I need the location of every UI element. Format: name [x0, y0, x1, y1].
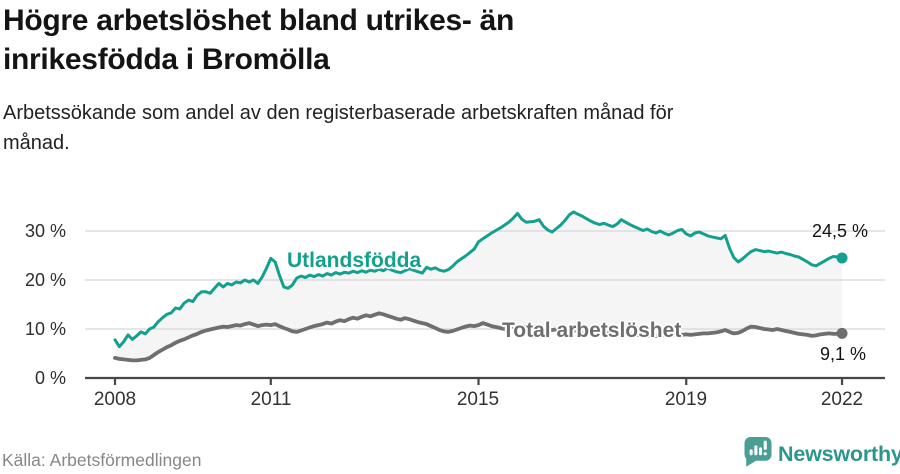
page-subtitle-line-1: Arbetssökande som andel av den registerb…: [3, 102, 674, 124]
page-subtitle: Arbetssökande som andel av den registerb…: [3, 98, 673, 158]
page-title-line-1: Högre arbetslöshet bland utrikes- än: [3, 4, 514, 37]
newsworthy-logo-icon: [744, 437, 772, 467]
x-tick-label-2008: 2008: [93, 389, 137, 410]
newsworthy-logo-text: Newsworthy: [778, 442, 900, 466]
y-tick-label-20: 20 %: [24, 270, 66, 290]
x-tick-label-2019: 2019: [664, 389, 708, 410]
x-tick-label-2015: 2015: [456, 389, 500, 410]
series-label-total-arbetsloshet: Total arbetslöshet: [502, 319, 682, 342]
area-between-series: [115, 211, 842, 361]
page-title: Högre arbetslöshet bland utrikes- än inr…: [3, 1, 514, 79]
end-value-label-utlandsfodda: 24,5 %: [811, 221, 868, 241]
end-dot-utlandsfodda: [836, 252, 848, 264]
end-dot-total: [836, 327, 848, 339]
page-subtitle-line-2: månad.: [3, 132, 70, 154]
x-tick-label-2011: 2011: [250, 389, 292, 410]
end-value-label-total: 9,1 %: [819, 344, 866, 364]
y-tick-label-10: 10 %: [24, 319, 66, 339]
source-credit: Källa: Arbetsförmedlingen: [2, 450, 202, 470]
y-tick-label-30: 30 %: [24, 221, 66, 241]
utlandsfodda-line: [113, 210, 844, 349]
series-label-utlandsfodda: Utlandsfödda: [287, 249, 422, 272]
y-tick-label-0: 0 %: [34, 368, 66, 388]
page-title-line-2: inrikesfödda i Bromölla: [3, 43, 330, 76]
total-line: [113, 311, 844, 363]
x-tick-label-2022: 2022: [820, 389, 864, 410]
